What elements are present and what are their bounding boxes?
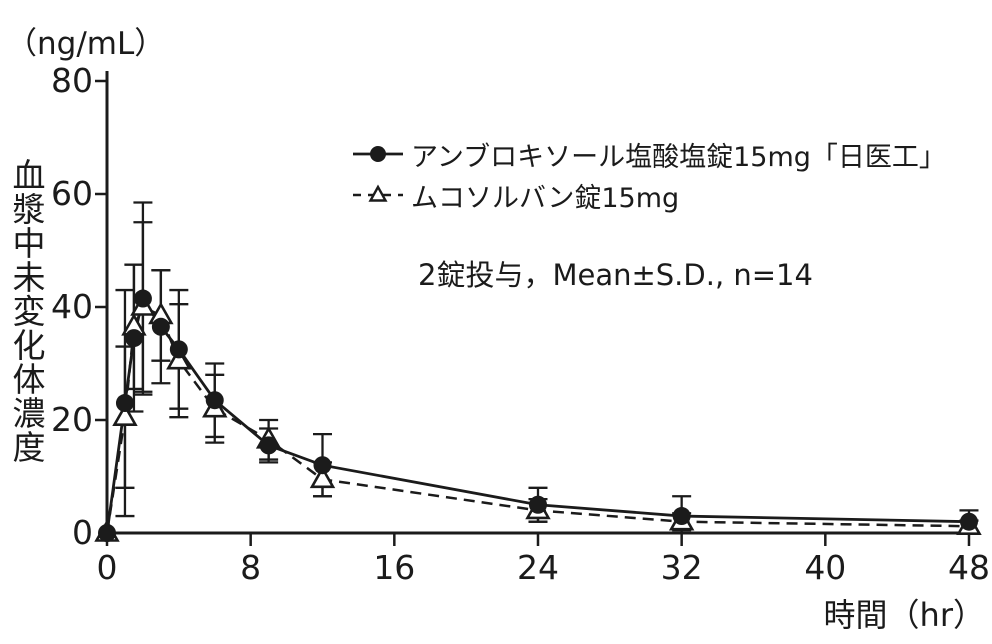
data-point-circle [959,512,978,531]
data-point-circle [528,495,547,514]
legend-label-series1: アンブロキソール塩酸塩錠15mg「日医工」 [411,141,946,173]
x-tick-label: 40 [804,548,846,587]
y-tick-label: 20 [51,400,93,439]
y-axis-unit-label: （ng/mL） [6,26,166,62]
data-point-triangle [309,465,336,489]
x-axis-title: 時間（hr） [823,596,985,634]
data-point-triangle [166,347,192,370]
dose-mean-sd-annotation: 2錠投与，Mean±S.D., n=14 [418,258,813,292]
y-tick-label: 40 [51,287,93,326]
data-point-circle [169,340,188,359]
data-point-circle [672,507,691,526]
data-point-circle [133,289,152,308]
data-point-circle [151,317,170,336]
data-point-circle [98,524,116,542]
data-point-circle [205,391,224,410]
legend-item-series1: アンブロキソール塩酸塩錠15mg「日医工」 [352,138,946,173]
x-tick-label: 16 [373,548,415,587]
markers-series1-filled-circle [98,289,978,542]
y-tick-label: 60 [51,174,93,213]
y-axis-title: 血漿中未変化体濃度 [7,158,46,464]
data-point-circle [124,329,143,348]
y-tick-label: 80 [51,61,93,100]
solid-line-filled-circle-icon [353,146,403,162]
x-tick-label: 48 [948,548,990,587]
legend: アンブロキソール塩酸塩錠15mg「日医工」 ムコソルバン錠15mg [352,138,946,220]
line-series2-mucosolvan [105,305,970,534]
line-series1-nichiiko [105,294,970,534]
legend-item-series2: ムコソルバン錠15mg [352,179,946,214]
data-point-circle [115,394,134,413]
y-tick-label: 0 [72,513,93,552]
dashed-line-open-triangle-icon [353,184,403,202]
y-axis-ticks: 0 20 40 60 80 [51,61,107,552]
x-axis-ticks: 0 8 16 24 32 40 48 [97,533,990,587]
data-point-triangle [112,403,138,426]
x-tick-label: 32 [661,548,703,587]
legend-label-series2: ムコソルバン錠15mg [411,182,680,214]
x-tick-label: 0 [97,548,118,587]
x-tick-label: 8 [240,548,261,587]
x-tick-label: 24 [517,548,559,587]
data-point-circle [313,456,332,475]
data-point-circle [259,436,278,455]
